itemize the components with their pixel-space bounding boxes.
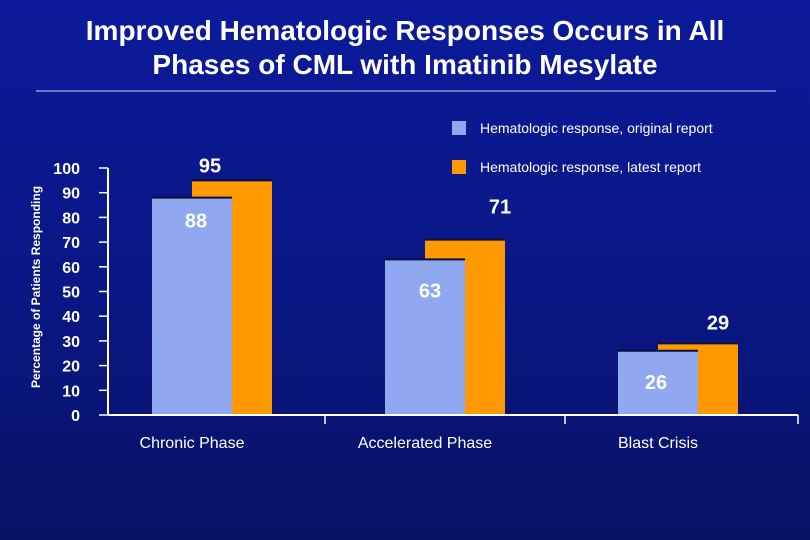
bar-original-report	[152, 197, 232, 415]
y-tick-label: 0	[71, 408, 80, 425]
y-tick-label: 10	[62, 383, 80, 400]
data-label-original: 88	[185, 211, 207, 233]
data-label-original: 63	[419, 280, 441, 302]
y-tick-label: 80	[62, 210, 80, 227]
x-category-label: Accelerated Phase	[358, 435, 492, 452]
y-tick-label: 40	[62, 309, 80, 326]
y-tick-label: 30	[62, 334, 80, 351]
legend-swatch	[452, 121, 466, 135]
y-tick-label: 100	[53, 161, 80, 178]
y-tick-label: 20	[62, 359, 80, 376]
bar-original-report	[618, 350, 698, 415]
legend-label: Hematologic response, latest report	[480, 159, 701, 175]
data-label-original: 26	[645, 372, 667, 394]
chart-title-line-1: Improved Hematologic Responses Occurs in…	[85, 15, 725, 46]
chart-title-line-2: Phases of CML with Imatinib Mesylate	[152, 49, 658, 80]
legend-swatch	[452, 160, 466, 174]
bar-original-report	[385, 259, 465, 415]
y-tick-label: 90	[62, 186, 80, 203]
legend-label: Hematologic response, original report	[480, 120, 713, 136]
y-axis-label: Percentage of Patients Responding	[29, 186, 43, 388]
y-tick-label: 70	[62, 235, 80, 252]
chart-title: Improved Hematologic Responses Occurs in…	[0, 14, 810, 82]
data-label-latest: 71	[489, 197, 511, 219]
data-label-latest: 29	[707, 312, 729, 334]
title-divider	[36, 90, 776, 92]
x-category-label: Chronic Phase	[140, 435, 245, 452]
y-tick-label: 50	[62, 285, 80, 302]
data-label-latest: 95	[199, 155, 221, 177]
y-tick-label: 60	[62, 260, 80, 277]
x-category-label: Blast Crisis	[618, 435, 698, 452]
